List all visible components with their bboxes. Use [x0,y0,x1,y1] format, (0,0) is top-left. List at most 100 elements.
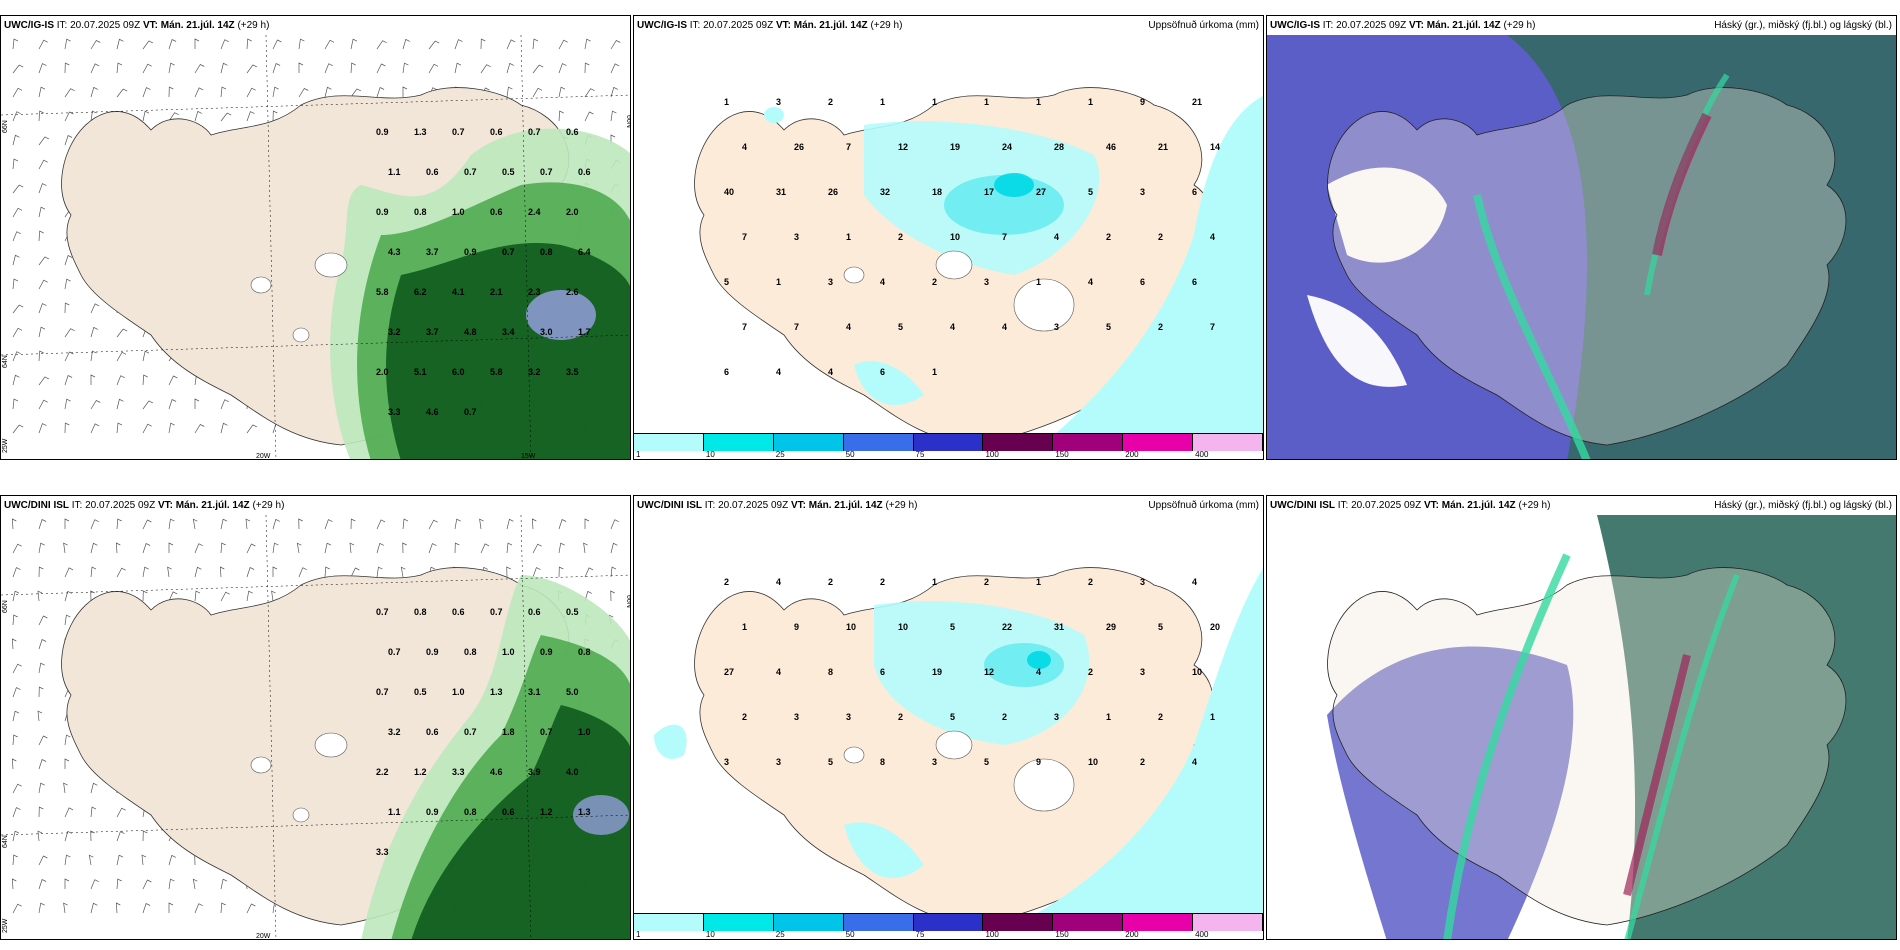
rain-value-label: 3.0 [540,327,553,337]
rain-value-label: 0.7 [464,727,477,737]
rain-value-label: 4.0 [566,767,579,777]
wind-barb [506,518,514,530]
wind-barb [506,566,511,578]
rain-value-label: 0.5 [502,167,515,177]
legend-swatches [634,913,1263,931]
precip-value-label: 28 [1054,142,1064,152]
rain-value-label: 1.8 [502,727,515,737]
precip-value-label: 6 [1192,187,1197,197]
rain-value-label: 0.7 [376,687,389,697]
wind-barb [90,902,98,914]
wind-barb [90,830,95,842]
precip-value-label: 31 [1054,622,1064,632]
wind-barb [350,62,356,74]
precip-value-label: 1 [932,577,937,587]
wind-barb [220,399,229,410]
precip-value-label: 1 [932,97,937,107]
precip-value-label: 10 [1088,757,1098,767]
wind-barb [402,38,410,50]
rain-value-label: 6.2 [414,287,427,297]
wind-barb [454,39,463,50]
wind-barb [610,86,618,98]
wind-barb [38,279,48,290]
rain-value-label: 0.7 [502,247,515,257]
wind-barb [90,350,97,362]
rain-value-label: 3.1 [528,687,541,697]
vt-label: VT: [1408,20,1424,31]
wind-barb [558,110,564,122]
wind-barb [12,590,20,602]
rain-value-label: 4.3 [388,247,401,257]
wind-barb [12,398,19,410]
panel-header: UWC/IG-IS IT: 20.07.2025 09Z VT: Mán. 21… [1267,16,1896,35]
precip-value-label: 26 [794,142,804,152]
precip-value-label: 21 [1158,142,1168,152]
wind-barb [12,687,21,698]
precip-value-label: 3 [794,712,799,722]
precip-value-label: 27 [724,667,734,677]
wind-rain-map-panel-2: UWC/DINI ISL IT: 20.07.2025 09Z VT: Mán.… [0,495,631,940]
lon-25w-label: 25W [2,918,9,933]
precip-value-label: 6 [1192,277,1197,287]
rain-labels: 0.9 1.3 0.7 0.6 0.7 0.6 1.1 0.6 0.7 0.5 0.7 0.6 0.9 0… [376,127,591,417]
rain-value-label: 4.8 [464,327,477,337]
wind-barb [454,542,460,554]
precip-value-label: 40 [724,187,734,197]
wind-barb [324,519,333,530]
wind-barb [350,567,360,578]
wind-barb [142,566,149,578]
wind-barb [246,424,258,434]
wind-barb [194,903,203,914]
precip-value-label: 5 [984,757,989,767]
precip-value-label: 1 [776,277,781,287]
wind-barb [64,422,70,434]
precip-value-label: 3 [776,757,781,767]
legend-swatch [634,914,704,931]
wind-barb [246,590,253,602]
panel-header: UWC/IG-IS IT: 20.07.2025 09Z VT: Mán. 21… [634,16,1263,35]
wind-barb [376,40,387,50]
wind-barb [90,542,98,554]
wind-barb [38,206,46,218]
legend-swatch [913,914,984,931]
precip-value-label: 4 [776,577,781,587]
wind-barb [220,591,230,602]
wind-barb [324,542,332,554]
cloud-map-panel-2: UWC/DINI ISL IT: 20.07.2025 09Z VT: Mán.… [1266,495,1897,940]
precip-value-label: 1 [846,232,851,242]
model-name: UWC/DINI ISL [1270,500,1335,511]
wind-barb [142,87,151,98]
wind-rain-map-panel-1: UWC/IG-IS IT: 20.07.2025 09Z VT: Mán. 21… [0,15,631,460]
lead-time: (+29 h) [237,20,270,31]
lead-time: (+29 h) [252,500,285,511]
rain-value-label: 5.1 [414,367,427,377]
wind-barb [298,62,304,73]
wind-barb [64,567,74,578]
vt-value: Mán. 21.júl. 14Z [808,500,883,511]
rain-value-label: 5.8 [376,287,389,297]
lat-64n-label: 64N [2,835,9,848]
lat-66n-label-right: 66N [625,595,631,608]
wind-barb [116,807,126,818]
it-label: IT: [71,500,83,511]
wind-barb [38,326,46,338]
wind-barb [90,374,96,385]
precip-value-label: 5 [1158,622,1163,632]
precip-value-label: 3 [932,757,937,767]
precip-value-label: 5 [1088,187,1093,197]
legend-swatch [1193,434,1263,451]
it-value: 20.07.2025 09Z [1336,20,1407,31]
rain-value-label: 3.7 [426,327,439,337]
legend-swatch [983,434,1054,451]
wind-barb [350,38,358,50]
cloud-title: Háský (gr.), miðský (fj.bl.) og lágský (… [1714,500,1892,511]
wind-barb [506,542,513,554]
legend-swatch [1053,434,1124,451]
precip-value-label: 2 [898,712,903,722]
mid-cloud-band-2 [1624,573,1740,939]
wind-barb [532,543,542,554]
precip-value-label: 5 [1106,322,1111,332]
precip-value-label: 6 [880,367,885,377]
vt-value: Mán. 21.júl. 14Z [160,20,235,31]
